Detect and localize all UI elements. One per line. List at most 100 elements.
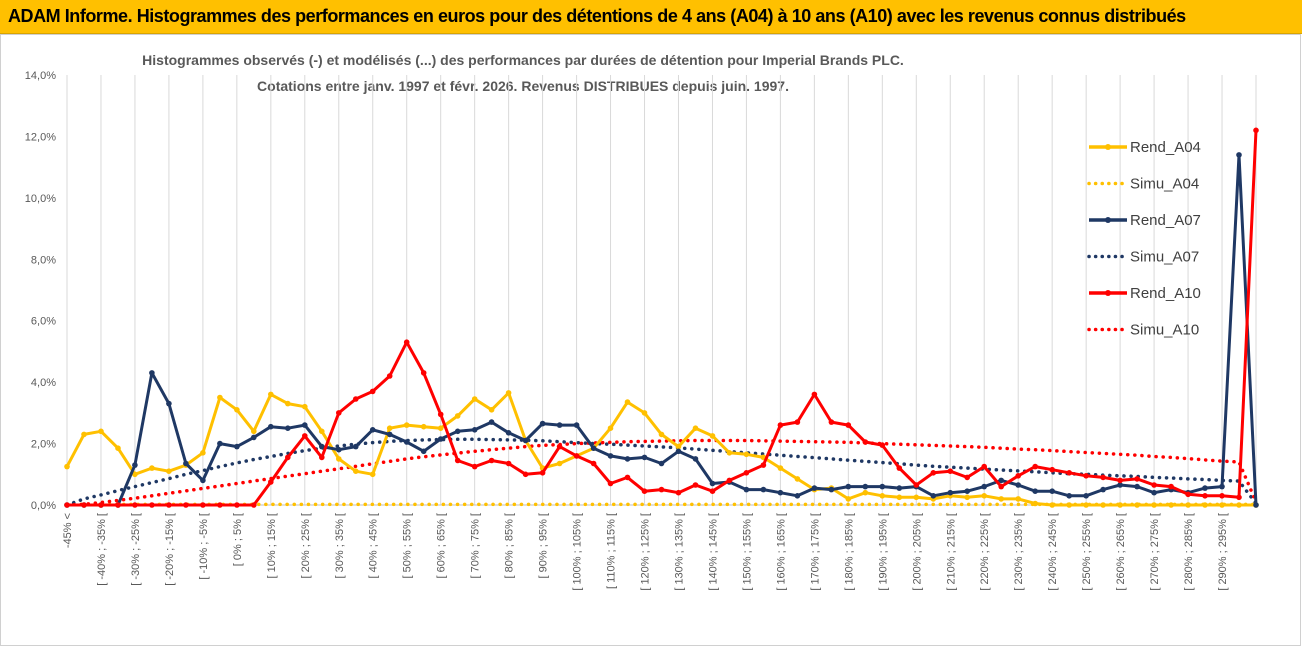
x-tick-label: [ 60% ; 65% [ [436,513,448,578]
data-point-rend-a07 [896,485,903,491]
data-point-rend-a04 [964,494,970,501]
legend-marker [1105,290,1111,296]
x-tick-label: [ 40% ; 45% [ [368,513,380,578]
data-point-rend-a10 [964,474,970,481]
data-point-rend-a10 [420,370,427,376]
data-point-rend-a07 [794,493,801,499]
legend-label: Rend_A07 [1130,212,1201,229]
data-point-rend-a07 [420,448,427,455]
data-point-rend-a04 [488,407,495,413]
data-point-rend-a10 [1032,463,1038,470]
x-tick-label: [ 90% ; 95% [ [538,513,550,578]
data-point-rend-a04 [658,431,665,438]
data-point-rend-a10 [811,391,818,398]
x-tick-label: [ 230% ; 235% [ [1013,513,1025,591]
data-point-rend-a04 [369,471,376,478]
data-point-rend-a07 [132,462,138,468]
data-point-rend-a07 [454,428,461,435]
data-point-rend-a04 [1066,502,1072,508]
x-tick-label: [ 50% ; 55% [ [402,513,414,578]
x-tick-label: [ 100% ; 105% [ [572,513,584,591]
data-point-rend-a04 [1049,502,1055,508]
legend-marker [1105,217,1111,223]
x-tick-label: [ 260% ; 265% [ [1115,513,1127,591]
y-tick-label: 10,0% [25,193,56,205]
data-point-rend-a07 [1253,502,1259,508]
data-point-rend-a04 [471,396,478,402]
data-point-rend-a07 [149,370,155,376]
data-point-rend-a10 [641,488,648,495]
data-point-rend-a04 [1236,502,1242,508]
data-point-rend-a10 [709,488,716,495]
x-tick-label: [ 200% ; 205% [ [911,513,923,591]
legend-label: Simu_A07 [1130,249,1199,266]
data-point-rend-a07 [1117,482,1123,488]
data-point-rend-a10 [930,470,937,476]
y-tick-label: 4,0% [31,377,56,389]
data-point-rend-a07 [777,489,784,496]
x-tick-label: [ 170% ; 175% [ [809,513,821,591]
data-point-rend-a04 [64,463,70,470]
data-point-rend-a04 [132,471,138,478]
data-point-rend-a10 [132,502,138,508]
data-point-rend-a07 [1049,488,1055,495]
data-point-rend-a07 [319,443,325,450]
data-point-rend-a10 [658,486,665,493]
data-point-rend-a07 [403,439,410,445]
data-point-rend-a04 [420,423,427,430]
data-point-rend-a04 [862,489,869,496]
data-point-rend-a04 [607,425,614,432]
legend-marker [1105,144,1111,150]
data-point-rend-a07 [556,422,563,428]
data-point-rend-a10 [1015,473,1021,479]
data-point-rend-a07 [200,477,206,484]
data-point-rend-a04 [1100,502,1106,508]
series-line-simu-a10 [65,438,1258,507]
y-tick-label: 14,0% [25,70,56,82]
x-tick-label: [ 130% ; 135% [ [673,513,685,591]
x-tick-label: [ 110% ; 115% [ [606,513,618,589]
data-point-rend-a04 [1083,502,1089,508]
report-banner: ADAM Informe. Histogrammes des performan… [0,0,1302,34]
data-point-rend-a07 [268,423,274,430]
x-tick-label: [ 10% ; 15% [ [266,513,278,578]
data-point-rend-a04 [794,476,801,482]
data-point-rend-a04 [81,431,87,438]
data-point-rend-a10 [285,454,291,461]
data-point-rend-a07 [743,486,750,493]
data-point-rend-a07 [692,456,699,462]
data-point-rend-a04 [98,428,104,435]
data-point-rend-a04 [743,451,750,458]
data-point-rend-a07 [862,483,869,490]
x-tick-label: [ -40% ; -35% [ [96,513,108,586]
data-point-rend-a10 [573,453,580,459]
data-point-rend-a04 [505,390,512,396]
data-point-rend-a10 [1168,483,1174,490]
data-point-rend-a10 [1100,474,1106,481]
data-point-rend-a10 [471,463,478,470]
data-point-rend-a04 [1117,502,1123,508]
x-tick-label: [ 0% ; 5% [ [232,513,244,566]
data-point-rend-a10 [624,474,631,481]
y-tick-label: 2,0% [31,439,56,451]
data-point-rend-a04 [675,443,682,450]
data-point-rend-a10 [319,454,325,461]
data-point-rend-a10 [692,482,699,488]
data-point-rend-a10 [302,433,308,439]
data-point-rend-a10 [200,502,206,508]
data-point-rend-a10 [998,483,1004,490]
data-point-rend-a10 [675,489,682,496]
chart-title-line-2: Cotations entre janv. 1997 et févr. 2026… [257,78,789,94]
legend-label: Simu_A10 [1130,322,1199,339]
data-point-rend-a04 [1185,502,1191,508]
data-point-rend-a10 [217,502,223,508]
data-point-rend-a04 [1015,496,1021,502]
data-point-rend-a10 [1219,493,1225,499]
data-point-rend-a07 [641,454,648,461]
data-point-rend-a10 [403,339,410,346]
data-point-rend-a07 [607,453,614,459]
data-point-rend-a04 [845,496,852,502]
data-point-rend-a07 [1032,488,1038,495]
data-point-rend-a04 [1134,502,1140,508]
data-point-rend-a04 [641,410,648,416]
